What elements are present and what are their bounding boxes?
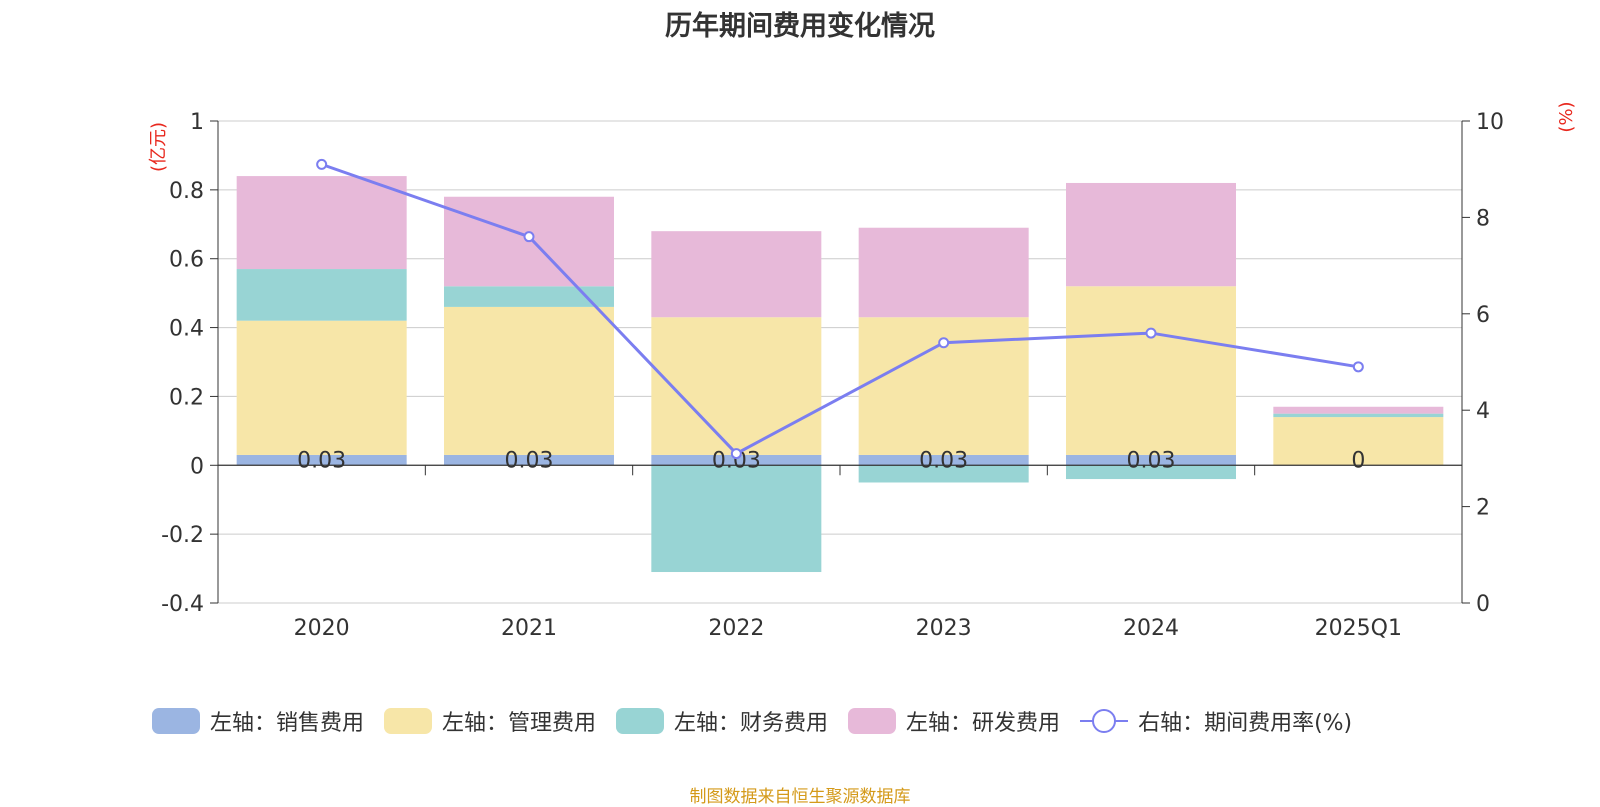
bar-左轴：财务费用-2023[interactable] (858, 465, 1029, 483)
bars-layer (236, 176, 1444, 573)
right-axis-tick-label: 10 (1476, 110, 1504, 135)
bar-左轴：销售费用-2023[interactable] (858, 454, 1029, 466)
right-axis-tick-label: 2 (1476, 496, 1490, 521)
left-axis-tick-label: 0.6 (169, 248, 204, 273)
x-axis-category-label: 2024 (1123, 616, 1179, 641)
point-rate-2020[interactable] (316, 158, 328, 170)
bar-左轴：研发费用-2020[interactable] (236, 176, 407, 270)
right-axis-tick-label: 6 (1476, 303, 1490, 328)
x-axis-category-label: 2021 (501, 616, 557, 641)
x-axis-category-label: 2022 (708, 616, 764, 641)
legend-label-rate: 右轴：期间费用率(%) (1138, 711, 1353, 736)
bar-左轴：研发费用-2025Q1[interactable] (1273, 406, 1444, 414)
legend-label-finance: 左轴：财务费用 (674, 711, 829, 736)
left-axis-tick-label: 0 (190, 454, 204, 479)
line-layer (316, 158, 1364, 460)
bar-左轴：研发费用-2022[interactable] (651, 231, 822, 318)
point-rate-2022[interactable] (730, 448, 742, 460)
bar-左轴：管理费用-2024[interactable] (1066, 286, 1236, 455)
line-rate (321, 162, 1359, 456)
legend-swatch-finance (616, 708, 665, 734)
right-axis-tick-label: 8 (1476, 206, 1490, 231)
chart-area: 1 0.8 0.6 0.4 0.2 0 -0.2 -0.4 10 8 6 4 2 0 (亿元) (%) 2020… (148, 101, 1577, 641)
legend-label-sales: 左轴：销售费用 (210, 711, 365, 736)
bar-左轴：财务费用-2025Q1[interactable] (1273, 413, 1444, 418)
point-rate-2021[interactable] (523, 231, 535, 243)
labels-layer: 0.03 0.03 0.03 0.03 0.03 0 (297, 448, 1365, 473)
right-axis-tick-label: 4 (1476, 399, 1490, 424)
left-axis-tick-label: 1 (190, 110, 204, 135)
grid-layer (218, 120, 1462, 604)
data-label-sales: 0 (1351, 448, 1365, 473)
bar-左轴：管理费用-2025Q1[interactable] (1273, 417, 1444, 466)
legend-item-sales[interactable]: 左轴：销售费用 (152, 705, 364, 737)
left-axis-tick-label: 0.2 (169, 385, 204, 410)
legend-label-admin: 左轴：管理费用 (442, 711, 597, 736)
x-axis-category-label: 2023 (916, 616, 972, 641)
legend: 左轴：销售费用 左轴：管理费用 左轴：财务费用 左轴：研发费用 右轴：期间费用率… (152, 705, 1372, 737)
left-axis-tick-label: 0.8 (169, 179, 204, 204)
left-axis-tick-label: -0.4 (161, 592, 204, 617)
chart-title: 历年期间费用变化情况 (665, 11, 935, 42)
right-axis-unit-label: (%) (1556, 101, 1577, 132)
bar-左轴：财务费用-2020[interactable] (236, 269, 407, 321)
x-axis-category-label: 2020 (294, 616, 350, 641)
data-label-sales: 0.03 (1127, 448, 1176, 473)
bar-左轴：管理费用-2022[interactable] (651, 317, 822, 455)
bar-左轴：销售费用-2021[interactable] (444, 454, 614, 466)
data-label-sales: 0.03 (505, 448, 554, 473)
bar-左轴：研发费用-2024[interactable] (1066, 182, 1236, 287)
source-note: 制图数据来自恒生聚源数据库 (689, 787, 911, 807)
legend-swatch-admin (384, 708, 433, 734)
legend-item-finance[interactable]: 左轴：财务费用 (616, 705, 828, 737)
left-axis-tick-label: -0.2 (161, 523, 204, 548)
bar-左轴：销售费用-2022[interactable] (651, 454, 822, 466)
point-rate-2024[interactable] (1145, 327, 1157, 339)
bar-左轴：管理费用-2020[interactable] (236, 320, 407, 455)
legend-label-rnd: 左轴：研发费用 (906, 711, 1061, 736)
legend-swatch-rnd (848, 708, 897, 734)
bar-左轴：研发费用-2023[interactable] (858, 227, 1029, 318)
legend-item-admin[interactable]: 左轴：管理费用 (384, 705, 596, 737)
bar-左轴：财务费用-2021[interactable] (444, 286, 614, 307)
legend-item-rate[interactable]: 右轴：期间费用率(%) (1080, 705, 1352, 737)
bar-左轴：销售费用-2020[interactable] (236, 454, 407, 466)
data-label-sales: 0.03 (919, 448, 968, 473)
legend-line-rate-icon (1080, 708, 1129, 734)
bar-左轴：管理费用-2021[interactable] (444, 306, 614, 455)
x-axis-category-label: 2025Q1 (1315, 616, 1402, 641)
legend-swatch-sales (152, 708, 200, 734)
point-rate-2023[interactable] (938, 337, 950, 349)
right-axis-tick-label: 0 (1476, 592, 1490, 617)
axes-layer: 1 0.8 0.6 0.4 0.2 0 -0.2 -0.4 10 8 6 4 2 0 (亿元) (%) 2020… (148, 101, 1577, 641)
data-label-sales: 0.03 (297, 448, 346, 473)
left-axis-tick-label: 0.4 (169, 317, 204, 342)
point-rate-2025Q1[interactable] (1352, 361, 1364, 373)
legend-item-rnd[interactable]: 左轴：研发费用 (848, 705, 1060, 737)
bar-左轴：财务费用-2022[interactable] (651, 465, 822, 573)
bar-左轴：财务费用-2024[interactable] (1066, 465, 1236, 480)
left-axis-unit-label: (亿元) (148, 122, 169, 172)
bar-左轴：销售费用-2024[interactable] (1066, 454, 1236, 466)
